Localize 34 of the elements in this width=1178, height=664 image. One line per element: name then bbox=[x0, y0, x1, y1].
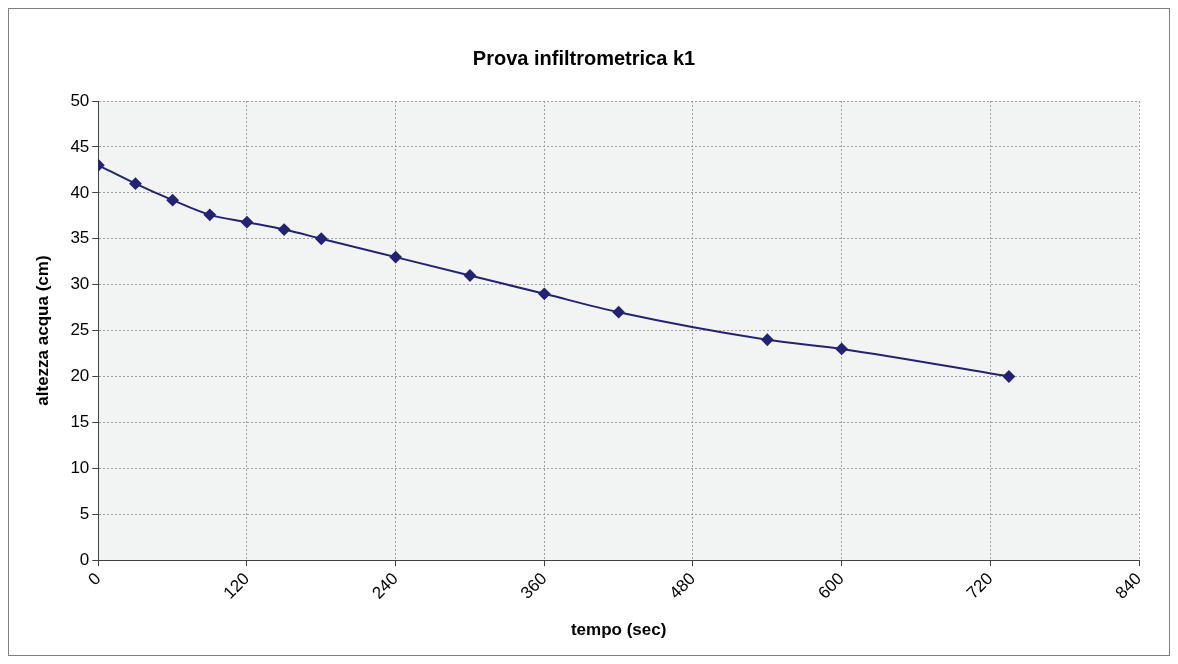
x-tick-label: 840 bbox=[1111, 569, 1146, 603]
x-tick-label: 480 bbox=[665, 569, 700, 603]
point bbox=[166, 194, 179, 207]
y-tick-label: 25 bbox=[70, 320, 90, 340]
y-tick-label: 10 bbox=[70, 457, 90, 477]
chart-title: Prova infiltrometrica k1 bbox=[472, 46, 696, 69]
y-axis-title: altezza acqua (cm) bbox=[32, 255, 52, 406]
x-tick-label: 720 bbox=[962, 569, 997, 603]
point bbox=[612, 306, 625, 319]
x-tick-label: 240 bbox=[368, 569, 402, 603]
y-tick-label: 0 bbox=[79, 549, 90, 569]
x-tick-label: 360 bbox=[516, 569, 551, 603]
x-tick-label: 120 bbox=[219, 569, 254, 603]
point bbox=[761, 333, 774, 346]
point bbox=[389, 251, 402, 264]
point bbox=[538, 287, 551, 300]
y-tick-label: 5 bbox=[79, 503, 90, 523]
point bbox=[835, 342, 848, 355]
point bbox=[463, 269, 476, 282]
x-axis-title: tempo (sec) bbox=[570, 620, 667, 640]
y-tick-label: 30 bbox=[70, 274, 90, 294]
point bbox=[315, 232, 328, 245]
y-tick-label: 35 bbox=[70, 228, 90, 248]
y-tick-label: 20 bbox=[70, 366, 90, 386]
point bbox=[240, 216, 253, 229]
point bbox=[203, 208, 216, 221]
y-tick-label: 45 bbox=[70, 136, 90, 156]
y-tick-label: 40 bbox=[70, 182, 90, 202]
point bbox=[278, 223, 291, 236]
x-tick-label: 600 bbox=[814, 569, 848, 603]
point bbox=[1002, 370, 1015, 383]
point bbox=[129, 177, 142, 190]
y-tick-label: 50 bbox=[70, 90, 90, 110]
y-tick-label: 15 bbox=[70, 412, 90, 432]
